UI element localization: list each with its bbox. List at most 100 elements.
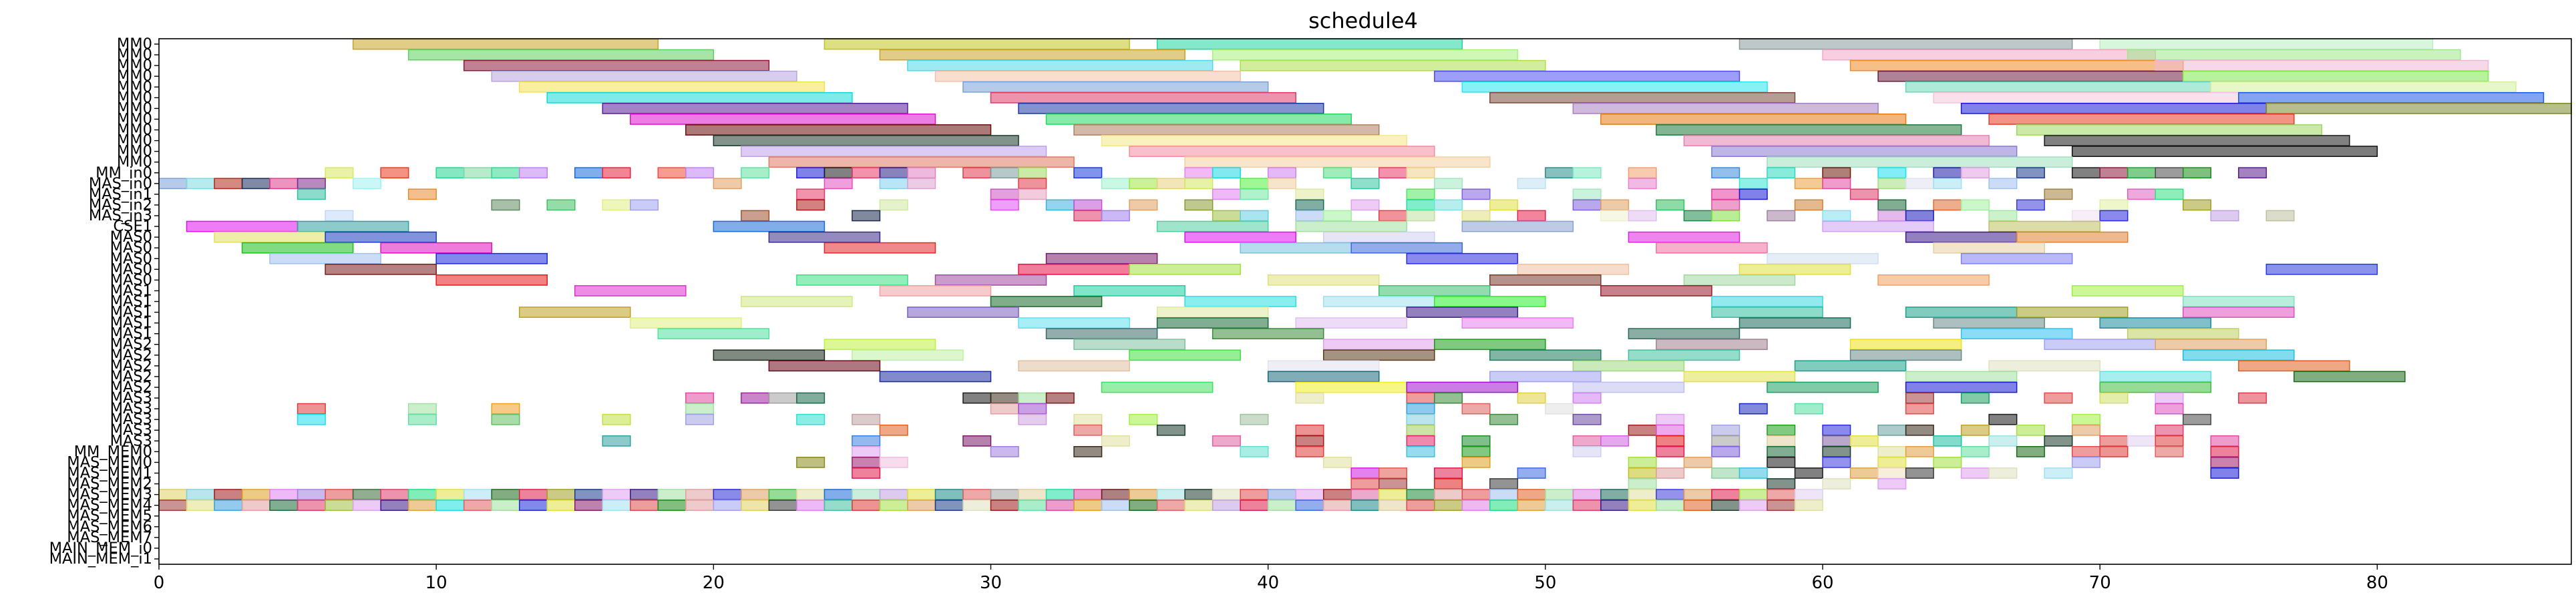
task-bar [1267,371,1380,383]
row-label: MM_MEM0 [74,443,152,460]
task-bar [630,114,936,125]
task-bar [1406,210,1435,222]
task-bar [1933,178,1962,190]
task-bar [1101,435,1130,447]
task-bar [1822,178,1851,190]
task-bar [1406,424,1435,436]
task-bar [241,242,354,254]
task-bar [1738,188,1768,200]
task-bar [879,285,992,296]
task-bar [435,167,465,179]
task-bar [1212,328,1324,340]
task-bar [796,457,825,468]
task-bar [1572,489,1602,500]
task-bar [630,317,742,329]
task-bar [1822,49,2156,61]
task-bar [852,445,881,457]
task-bar [1378,467,1408,479]
task-bar [1461,435,1491,447]
task-bar [2099,210,2129,222]
task-bar [352,38,659,50]
task-bar [823,499,853,512]
task-bar [1656,445,1685,457]
task-bar [1322,499,1352,512]
task-bar [1960,445,1990,457]
task-bar [1240,499,1269,512]
task-bar [1184,296,1296,307]
task-bar [463,167,492,179]
x-tick-label: 30 [980,573,1002,593]
task-bar [1988,435,2018,447]
row-label: MAS0 [110,260,152,278]
task-bar [1628,178,1657,190]
task-bar [1960,424,1990,436]
task-bar [2155,403,2184,415]
task-bar [962,167,992,179]
task-bar [1018,167,1047,179]
task-bar [1295,445,1324,457]
task-bar [1572,167,1602,179]
task-bar [1461,457,1491,468]
task-bar [2238,167,2267,179]
task-bar [2044,435,2073,447]
task-bar [1434,478,1463,489]
task-bar [1240,445,1269,457]
task-bar [2016,167,2045,179]
task-bar [713,220,825,232]
task-bar [1767,210,1796,222]
task-bar [1240,210,1269,222]
task-bar [297,220,409,232]
task-bar [574,499,604,512]
row-label: MM0 [117,46,152,63]
task-bar [685,403,715,415]
task-bar [1295,424,1324,436]
task-bar [1073,124,1380,136]
task-bar [1434,467,1463,479]
task-bar [574,285,687,296]
task-bar [741,296,853,307]
task-bar [1461,81,1768,93]
task-bar [1628,167,1657,179]
task-bar [1960,199,1990,211]
task-bar [1350,467,1380,479]
task-bar [1434,489,1463,500]
task-bar [796,392,825,404]
row-label: MAS0 [110,239,152,256]
task-bar [1129,489,1158,500]
task-bar [768,392,797,404]
task-bar [1045,489,1075,500]
task-bar [741,499,770,512]
task-bar [1767,457,1796,468]
task-bar [1877,199,1907,211]
task-bar [1045,328,1158,340]
task-bar [1600,210,1630,222]
task-bar [1406,199,1435,211]
task-bar [186,499,215,512]
task-bar [1572,413,1602,425]
task-bar [1406,252,1519,264]
row-label: MAS_in0 [89,175,152,192]
task-bar [1933,435,1962,447]
task-bar [1267,489,1296,500]
task-bar [352,499,381,512]
task-bar [1295,188,1324,200]
task-bar [380,242,492,254]
task-bar [1184,156,1491,168]
task-bar [879,499,908,512]
task-bar [297,413,326,425]
task-bar [962,499,992,512]
task-bar [741,146,1047,158]
row-label: MAS2 [110,357,152,375]
task-bar [1628,231,1740,243]
task-bar [1628,489,1657,500]
task-bar [2210,81,2517,93]
task-bar [241,489,270,500]
task-bar [1933,167,1962,179]
task-bar [1406,188,1435,200]
task-bar [2183,349,2295,361]
task-bar [796,489,825,500]
task-bar [1960,392,1990,404]
task-bar [2293,371,2406,383]
task-bar [1322,210,1352,222]
task-bar [1073,199,1103,211]
